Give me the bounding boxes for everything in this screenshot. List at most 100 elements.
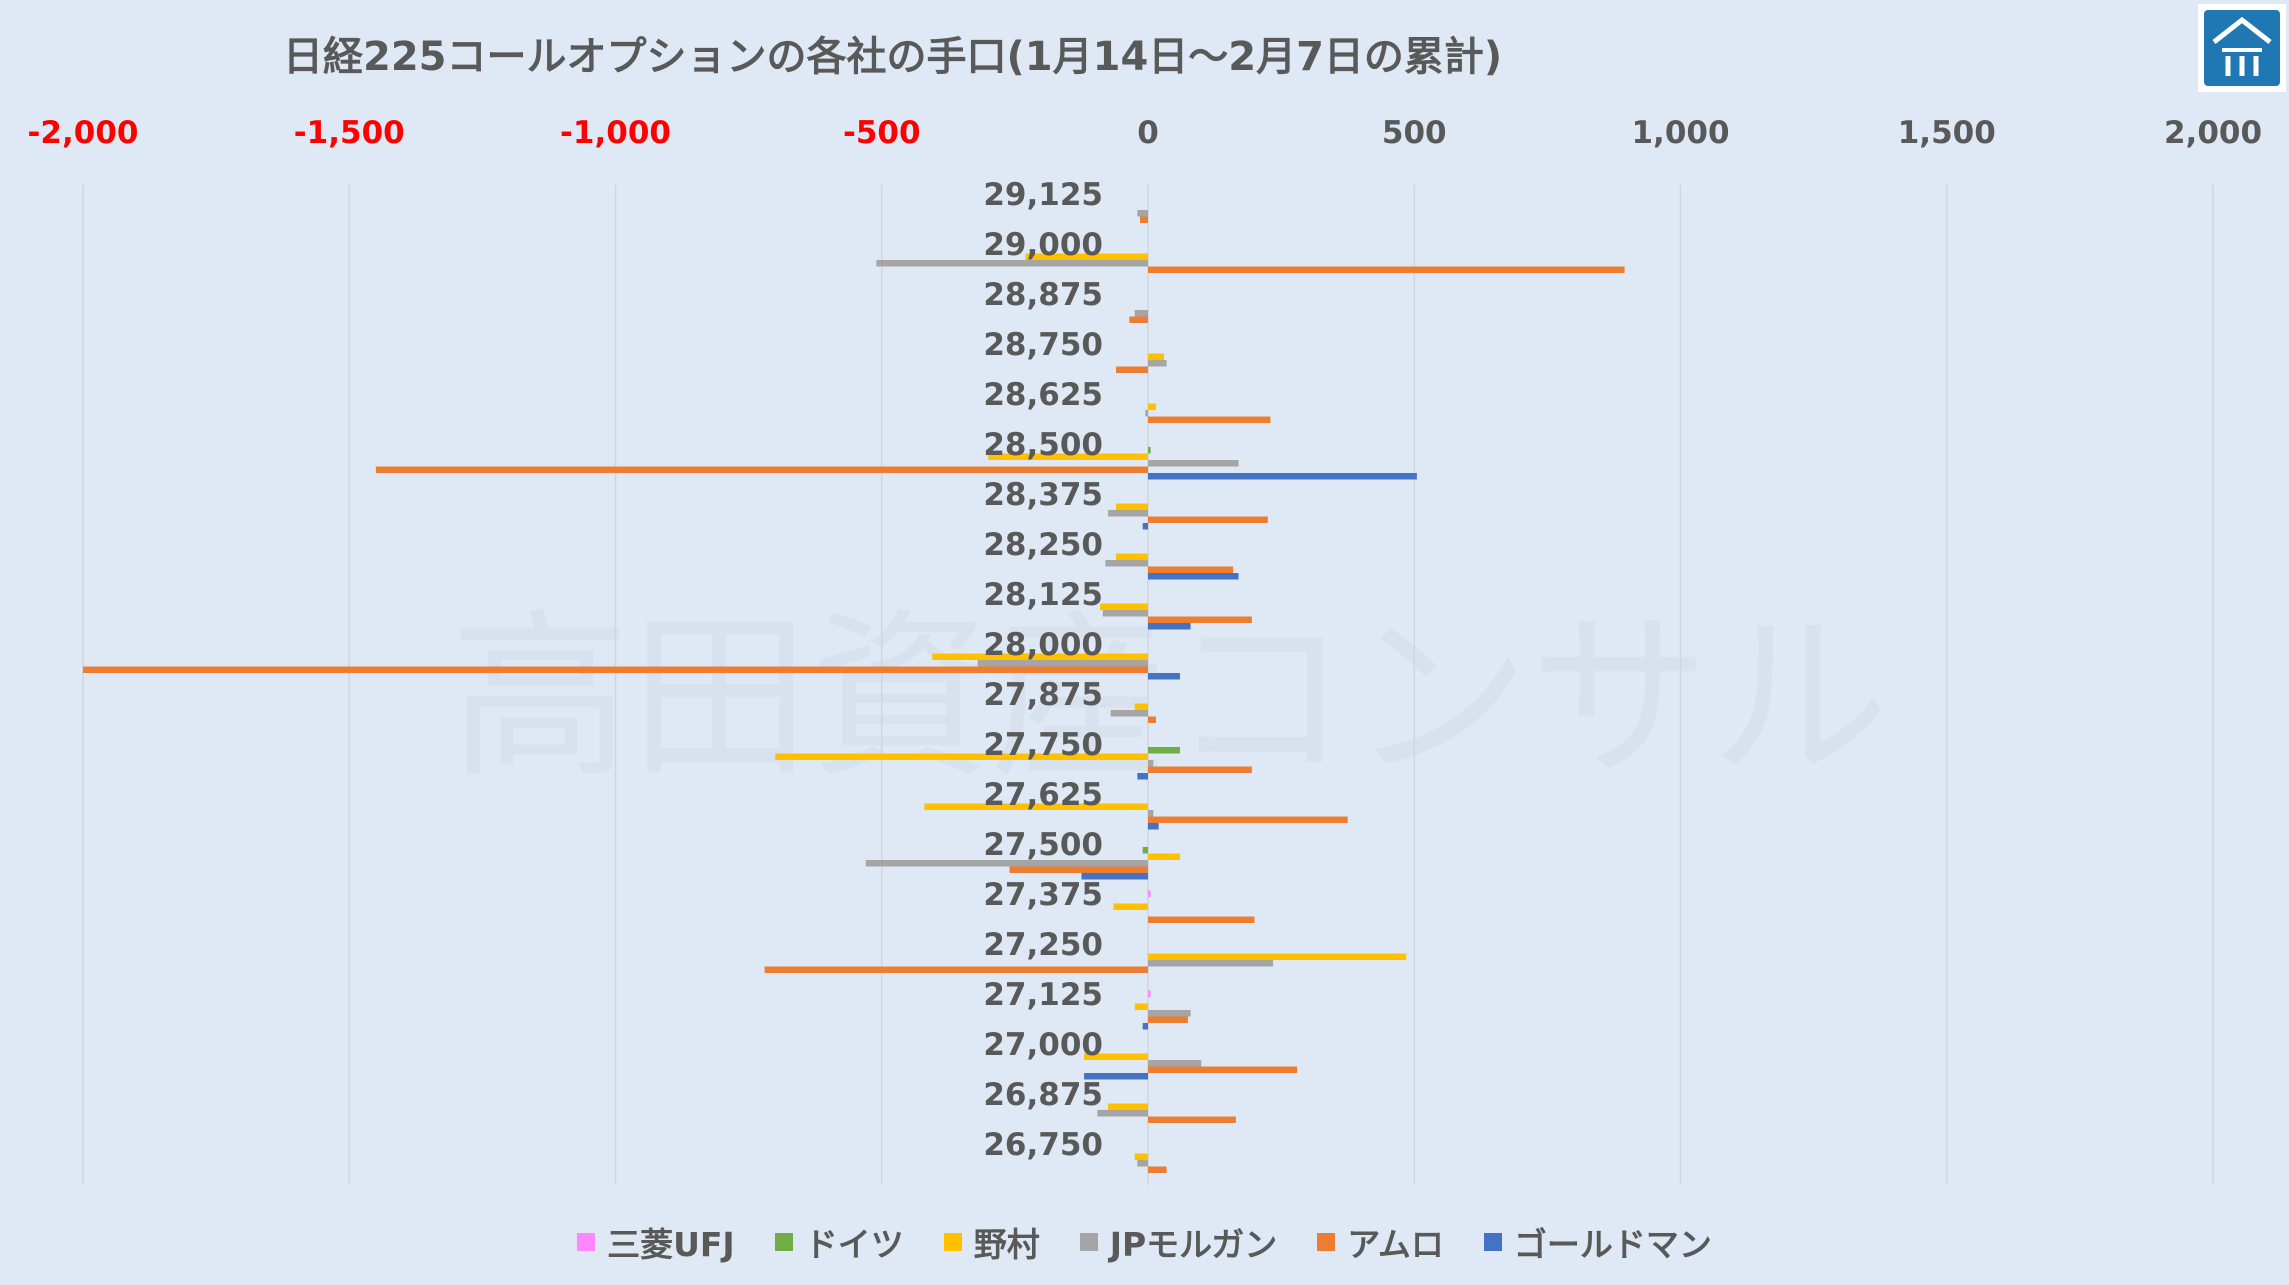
bar (1134, 310, 1148, 317)
category-label: 28,750 (983, 327, 1103, 363)
x-tick-label: 0 (1137, 115, 1159, 151)
category-label: 26,875 (983, 1077, 1103, 1113)
category-label: 28,125 (983, 577, 1103, 613)
bar (1148, 1060, 1202, 1067)
x-tick-label: -1,500 (294, 115, 405, 151)
bar (1148, 1116, 1236, 1123)
category-label: 28,000 (983, 627, 1103, 663)
bar (1148, 473, 1417, 480)
x-tick-label: 2,000 (2164, 115, 2262, 151)
bar (1148, 990, 1151, 997)
legend-label: 三菱UFJ (607, 1225, 735, 1264)
legend-item: JPモルガン (1079, 1218, 1278, 1266)
bar (1148, 810, 1154, 817)
bar (1148, 1166, 1167, 1173)
bars (83, 210, 1625, 1173)
bar (1148, 823, 1159, 830)
category-label: 27,625 (983, 777, 1103, 813)
legend-swatch (577, 1233, 596, 1251)
category-label: 27,875 (983, 677, 1103, 713)
legend-item: 三菱UFJ (577, 1218, 735, 1266)
legend-item: ドイツ (774, 1218, 904, 1266)
bar (1148, 853, 1180, 860)
bar (1148, 1016, 1188, 1023)
legend-label: JPモルガン (1109, 1225, 1278, 1264)
legend-item: ゴールドマン (1483, 1218, 1712, 1266)
legend-swatch (1483, 1233, 1502, 1251)
legend-swatch (1317, 1233, 1336, 1251)
category-label: 28,625 (983, 377, 1103, 413)
bar (1129, 316, 1148, 323)
category-label: 26,750 (983, 1127, 1103, 1163)
bar (1084, 1053, 1148, 1060)
bar (1116, 503, 1148, 510)
category-label: 27,125 (983, 977, 1103, 1013)
category-label: 27,500 (983, 827, 1103, 863)
bar (1142, 523, 1148, 530)
legend-label: アムロ (1347, 1225, 1444, 1264)
bar (764, 966, 1148, 973)
category-label: 27,750 (983, 727, 1103, 763)
bar (1148, 516, 1268, 523)
bar (1148, 716, 1156, 723)
x-tick-label: 1,000 (1631, 115, 1729, 151)
category-label: 28,500 (983, 427, 1103, 463)
category-label: 27,375 (983, 877, 1103, 913)
bar (865, 860, 1148, 867)
bar (1025, 253, 1148, 260)
bar (1137, 1160, 1148, 1167)
bar (988, 453, 1148, 460)
bar (1145, 410, 1148, 417)
bar (1142, 1023, 1148, 1030)
bar (1116, 553, 1148, 560)
bar (1108, 510, 1148, 517)
bar (83, 666, 1148, 673)
bar (1097, 1110, 1148, 1117)
bar (1148, 673, 1180, 680)
bar (1140, 216, 1148, 223)
bar (1148, 353, 1164, 360)
bar (1148, 890, 1151, 897)
bar (1134, 1003, 1148, 1010)
bar (1084, 1073, 1148, 1080)
legend-label: ドイツ (804, 1225, 904, 1264)
bar (1148, 403, 1156, 410)
bar (1137, 210, 1148, 217)
bar (924, 803, 1148, 810)
bar (1148, 573, 1239, 580)
category-labels: 29,125 29,000 28,875 28,750 28,625 28,500 28,3… (983, 177, 1103, 1163)
category-label: 29,000 (983, 227, 1103, 263)
bar (1148, 360, 1167, 367)
bar (375, 466, 1148, 473)
bar (1108, 1103, 1148, 1110)
bar (1148, 566, 1234, 573)
legend-swatch (943, 1233, 962, 1251)
bar (932, 653, 1148, 660)
bar (775, 753, 1148, 760)
bar (1148, 447, 1151, 454)
bar (1105, 560, 1148, 567)
x-axis-ticks: -2,000 -1,500 -1,000 -500 0 500 1,000 1,500 2,00… (28, 115, 2262, 151)
category-label: 27,250 (983, 927, 1103, 963)
bar (1148, 623, 1191, 630)
grid-lines (82, 185, 2214, 1185)
bar (1148, 1010, 1191, 1017)
bar (876, 260, 1148, 267)
bar (1148, 460, 1239, 467)
bar (1148, 416, 1271, 423)
bar (1148, 816, 1348, 823)
bar (1148, 916, 1255, 923)
x-tick-label: 500 (1382, 115, 1447, 151)
legend-item: アムロ (1317, 1218, 1444, 1266)
bar (1134, 703, 1148, 710)
legend-label: ゴールドマン (1513, 1225, 1712, 1264)
category-label: 27,000 (983, 1027, 1103, 1063)
bar (1081, 873, 1148, 880)
bar (1148, 953, 1407, 960)
bar (1148, 760, 1154, 767)
bar (1148, 616, 1252, 623)
bar (1142, 847, 1148, 854)
category-label: 28,875 (983, 277, 1103, 313)
category-label: 29,125 (983, 177, 1103, 213)
